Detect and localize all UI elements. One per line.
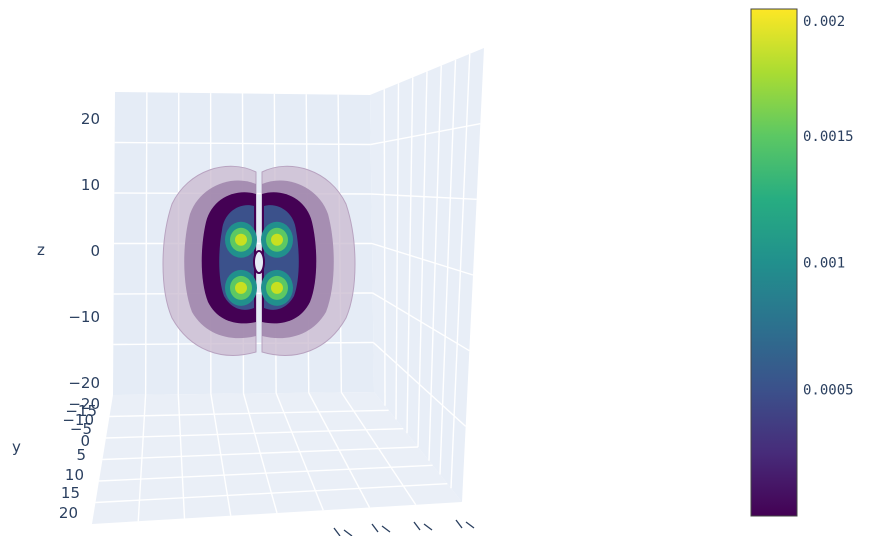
z-tick-label: −20 [68,374,100,392]
gridline [114,141,371,146]
gridline [109,409,389,418]
y-tick-label: −20 [68,395,100,413]
x-tick-stub [465,521,475,529]
y-tick-label: −15 [65,402,97,420]
x-axis-ticks [333,519,475,536]
x-tick-stub [371,523,379,533]
colorbar[interactable]: 0.0005 0.001 0.0015 0.002 [750,8,854,517]
gridline [372,341,467,427]
y-axis-title: y [12,438,21,456]
z-axis-ticks: −20 −10 0 10 20 [68,110,100,392]
x-tick-stub [413,521,421,531]
z-tick-label: 0 [90,242,100,260]
x-tick-stub [381,525,391,533]
y-tick-label: −10 [62,411,94,429]
density-maxima [225,221,293,306]
x-tick-stub [333,527,341,536]
isosurface [162,165,356,356]
colorbar-outline [750,8,798,517]
colorbar-tick-label: 0.001 [803,256,845,272]
central-node [253,250,265,274]
colorbar-ramp [751,9,797,516]
colorbar-tick-label: 0.0005 [803,382,854,398]
gridline [370,122,481,146]
maximum-core [235,233,247,246]
y-tick-label: 20 [59,504,78,522]
z-tick-label: 20 [81,110,100,128]
gridline [105,427,404,439]
z-tick-label: 10 [81,176,100,194]
gridline [98,464,433,482]
gridline [95,482,448,504]
y-tick-label: 15 [61,484,80,502]
maximum-core [271,281,283,294]
y-tick-label: 0 [80,432,90,450]
colorbar-tick-label: 0.0015 [803,129,854,145]
gridline [102,446,419,461]
x-tick-stub [455,519,463,529]
x-tick-stub [423,523,433,531]
colorbar-ticks: 0.0005 0.001 0.0015 0.002 [803,14,854,398]
y-tick-label: 10 [65,466,84,484]
y-tick-label: 5 [76,446,86,464]
y-tick-label: −5 [70,420,92,438]
maximum-core [235,281,247,294]
z-axis-title: z [37,241,45,259]
maximum-core [271,233,283,246]
gridline [371,193,477,201]
colorbar-tick-label: 0.002 [803,14,845,30]
x-tick-stub [343,529,353,536]
floor-plane [92,392,462,524]
gridline [371,242,474,276]
z-tick-label: −10 [68,308,100,326]
gridline [372,292,470,352]
